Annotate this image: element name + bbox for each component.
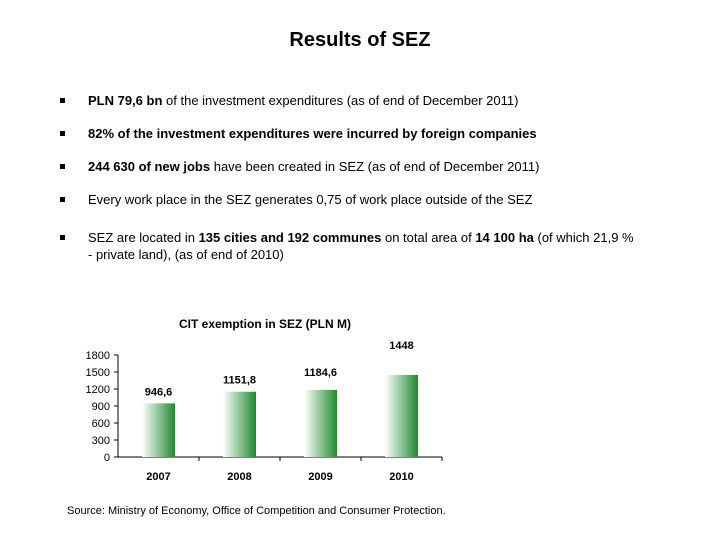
bullet-text: 244 630 of new jobs have been created in…: [88, 158, 688, 175]
bullet-list: PLN 79,6 bn of the investment expenditur…: [60, 92, 688, 263]
bullet-line: SEZ are located in 135 cities and 192 co…: [88, 229, 688, 246]
bold-text-run: 135 cities and 192 communes: [198, 230, 382, 245]
bullet-line: PLN 79,6 bn of the investment expenditur…: [88, 92, 688, 109]
bullet-line: 244 630 of new jobs have been created in…: [88, 158, 688, 175]
text-run: of the investment expenditures (as of en…: [162, 93, 519, 108]
text-run: have been created in SEZ (as of end of D…: [210, 159, 540, 174]
bullet-marker-icon: [60, 164, 65, 169]
bullet-text: 82% of the investment expenditures were …: [88, 125, 688, 142]
text-run: (of which 21,9 %: [533, 230, 634, 245]
source-note: Source: Ministry of Economy, Office of C…: [67, 505, 446, 517]
data-label: 1448: [389, 340, 413, 352]
bullet-text: SEZ are located in 135 cities and 192 co…: [88, 229, 688, 263]
bullet-text: Every work place in the SEZ generates 0,…: [88, 191, 688, 208]
text-run: Every work place in the SEZ generates 0,…: [88, 192, 533, 207]
y-tick-label: 600: [92, 418, 110, 430]
bold-text-run: 82% of the investment expenditures were …: [88, 126, 537, 141]
bullet-line: Every work place in the SEZ generates 0,…: [88, 191, 688, 208]
data-label: 1151,8: [223, 375, 256, 387]
y-tick-label: 0: [104, 452, 110, 464]
bullet-marker-icon: [60, 98, 65, 103]
bullet-text: PLN 79,6 bn of the investment expenditur…: [88, 92, 688, 109]
x-tick-label: 2007: [146, 471, 170, 483]
y-tick-label: 900: [92, 401, 110, 413]
text-run: on total area of: [381, 230, 476, 245]
bullet-line: - private land), (as of end of 2010): [88, 246, 688, 263]
bar: [142, 403, 175, 457]
bar: [223, 391, 256, 457]
chart-title: CIT exemption in SEZ (PLN M): [178, 317, 351, 331]
x-tick-label: 2009: [308, 471, 332, 483]
bullet-line: 82% of the investment expenditures were …: [88, 125, 688, 142]
text-run: SEZ are located in: [88, 230, 199, 245]
x-tick-label: 2008: [227, 471, 251, 483]
bullet-marker-icon: [60, 131, 65, 136]
slide-title: Results of SEZ: [289, 29, 431, 51]
bullet-marker-icon: [60, 235, 65, 240]
text-run: - private land), (as of end of 2010): [88, 247, 284, 262]
y-tick-label: 300: [92, 435, 110, 447]
bar: [385, 374, 418, 457]
bold-text-run: 244 630 of new jobs: [88, 159, 211, 174]
y-tick-label: 1800: [86, 350, 110, 362]
y-tick-label: 1500: [86, 367, 110, 379]
bar: [304, 389, 337, 457]
y-tick-label: 1200: [86, 384, 110, 396]
bullet-marker-icon: [60, 197, 65, 202]
x-tick-label: 2010: [389, 471, 413, 483]
data-label: 946,6: [145, 386, 173, 398]
bold-text-run: 14 100 ha: [475, 230, 534, 245]
data-label: 1184,6: [304, 367, 337, 379]
bold-text-run: PLN 79,6 bn: [88, 93, 163, 108]
